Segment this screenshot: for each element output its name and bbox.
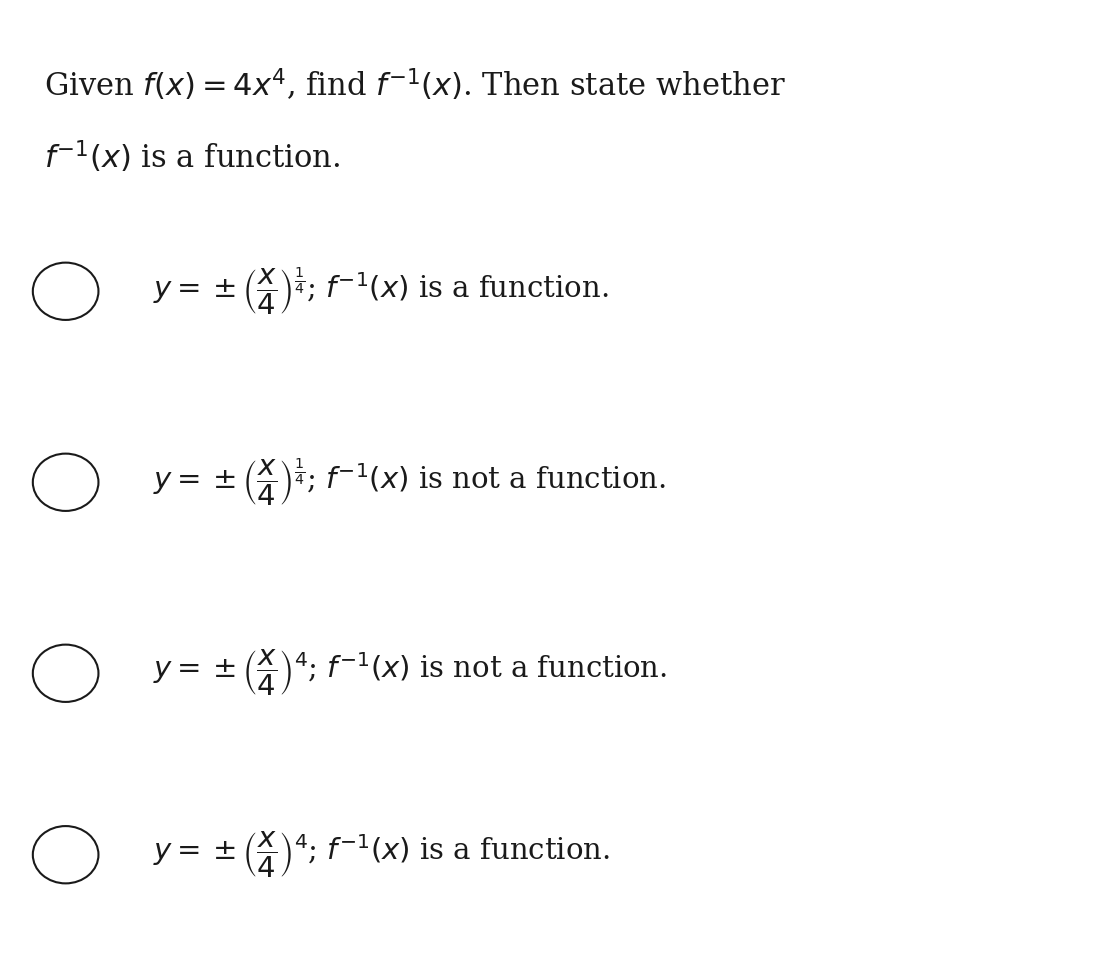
Text: $y = \pm\left(\dfrac{x}{4}\right)^{4}$; $f^{-1}(x)$ is not a function.: $y = \pm\left(\dfrac{x}{4}\right)^{4}$; … <box>153 648 667 698</box>
Text: $y = \pm\left(\dfrac{x}{4}\right)^{4}$; $f^{-1}(x)$ is a function.: $y = \pm\left(\dfrac{x}{4}\right)^{4}$; … <box>153 830 610 880</box>
Text: $y = \pm\left(\dfrac{x}{4}\right)^{\frac{1}{4}}$; $f^{-1}(x)$ is not a function.: $y = \pm\left(\dfrac{x}{4}\right)^{\frac… <box>153 456 666 508</box>
Text: Given $f(x) = 4x^4$, find $f^{-1}(x)$. Then state whether: Given $f(x) = 4x^4$, find $f^{-1}(x)$. T… <box>44 67 785 103</box>
Text: $y = \pm\left(\dfrac{x}{4}\right)^{\frac{1}{4}}$; $f^{-1}(x)$ is a function.: $y = \pm\left(\dfrac{x}{4}\right)^{\frac… <box>153 265 608 317</box>
Text: $f^{-1}(x)$ is a function.: $f^{-1}(x)$ is a function. <box>44 138 340 175</box>
